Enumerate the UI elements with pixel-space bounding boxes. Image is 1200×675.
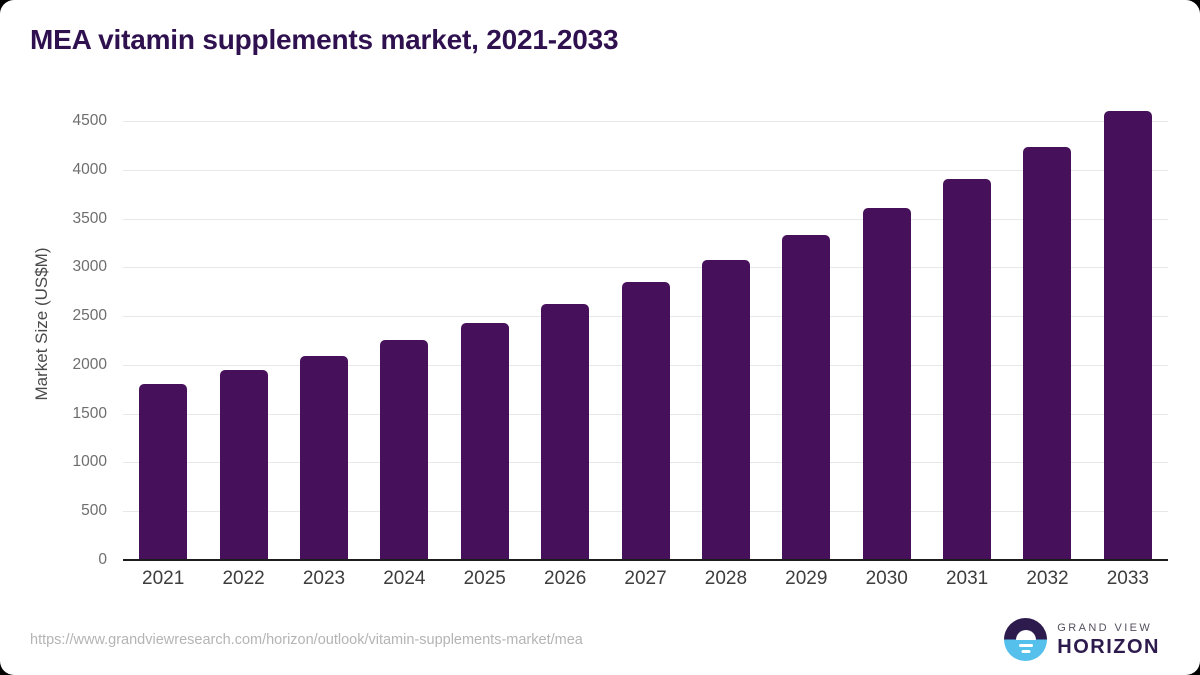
x-axis-tick-label: 2025 xyxy=(463,568,506,589)
bar-slot xyxy=(364,105,444,560)
y-axis-tick-label: 1000 xyxy=(72,453,107,471)
gridline xyxy=(123,121,1168,122)
bar-2030[interactable] xyxy=(862,208,911,560)
y-axis-tick-label: 4500 xyxy=(72,112,107,129)
x-axis-tick-labels: 2021 2022 2023 2024 2025 2026 2027 2028 2029 2030… xyxy=(123,568,1168,590)
x-axis-tick-label: 2028 xyxy=(704,568,748,589)
bar-2031[interactable] xyxy=(943,179,992,560)
bar-2026[interactable] xyxy=(541,304,590,560)
bar-slot xyxy=(203,105,283,560)
logo-text-grand-view: GRAND VIEW xyxy=(1057,621,1153,634)
bar-2033[interactable] xyxy=(1103,111,1152,560)
bar-2032[interactable] xyxy=(1023,147,1072,560)
y-axis-tick-label: 1500 xyxy=(72,404,107,422)
bar-slot xyxy=(766,105,846,560)
x-axis-tick-label: 2026 xyxy=(544,568,587,589)
bar-slot xyxy=(927,105,1007,560)
x-axis-tick-label: 2033 xyxy=(1106,568,1150,589)
bar-2023[interactable] xyxy=(299,356,348,560)
bar-2027[interactable] xyxy=(621,282,670,560)
y-axis-tick-label: 500 xyxy=(81,502,107,520)
bar-2029[interactable] xyxy=(782,235,831,560)
chart-title: MEA vitamin supplements market, 2021-203… xyxy=(30,24,619,55)
bar-slot xyxy=(847,105,927,560)
bar-2024[interactable] xyxy=(380,340,429,560)
y-axis-tick-label: 3000 xyxy=(72,258,107,276)
bar-slot xyxy=(605,105,685,560)
bar-2022[interactable] xyxy=(219,370,268,560)
gridline xyxy=(123,169,1168,171)
bar-slot xyxy=(525,105,605,560)
y-axis-tick-label: 4000 xyxy=(72,160,107,178)
grand-view-horizon-logo-icon xyxy=(1004,618,1048,661)
logo-text-horizon: HORIZON xyxy=(1057,635,1160,658)
brand-logo: GRAND VIEW HORIZON xyxy=(1004,618,1160,661)
source-url: https://www.grandviewresearch.com/horizo… xyxy=(30,632,583,648)
x-axis-tick-label: 2022 xyxy=(222,568,265,589)
gridline xyxy=(123,218,1168,220)
y-axis-tick-label: 3500 xyxy=(72,209,107,227)
x-axis-tick-label: 2030 xyxy=(865,568,908,589)
bar-2025[interactable] xyxy=(460,323,509,560)
logo-reflection-line xyxy=(1018,643,1033,647)
bar-2028[interactable] xyxy=(701,260,750,560)
bar-slot xyxy=(284,105,364,560)
x-axis-tick-label: 2031 xyxy=(945,568,989,589)
gridline xyxy=(123,267,1168,269)
bar-slot xyxy=(686,105,766,560)
bar-slot xyxy=(1088,105,1168,560)
x-axis-tick-label: 2029 xyxy=(785,568,828,589)
y-axis-tick-label: 0 xyxy=(98,551,107,568)
x-axis-tick-label: 2021 xyxy=(142,568,185,589)
bar-2021[interactable] xyxy=(139,384,188,560)
logo-text: GRAND VIEW HORIZON xyxy=(1057,621,1160,658)
x-axis-tick-label: 2027 xyxy=(624,568,667,589)
y-axis-tick-label: 2000 xyxy=(72,355,107,373)
y-axis-tick-labels: 0 500 1000 1500 2000 2500 3000 3500 4000 4500 xyxy=(0,0,107,675)
x-axis-line xyxy=(123,559,1168,561)
y-axis-tick-label: 2500 xyxy=(72,307,107,325)
bar-slot xyxy=(1007,105,1087,560)
x-axis-tick-label: 2032 xyxy=(1026,568,1069,589)
plot-area xyxy=(123,105,1168,560)
bar-slot xyxy=(445,105,525,560)
x-axis-tick-label: 2024 xyxy=(383,568,426,589)
bar-series xyxy=(123,105,1168,560)
x-axis-tick-label: 2023 xyxy=(302,568,346,589)
logo-reflection-line xyxy=(1021,649,1031,653)
bar-slot xyxy=(123,105,203,560)
logo-dome-shape xyxy=(1015,629,1036,640)
